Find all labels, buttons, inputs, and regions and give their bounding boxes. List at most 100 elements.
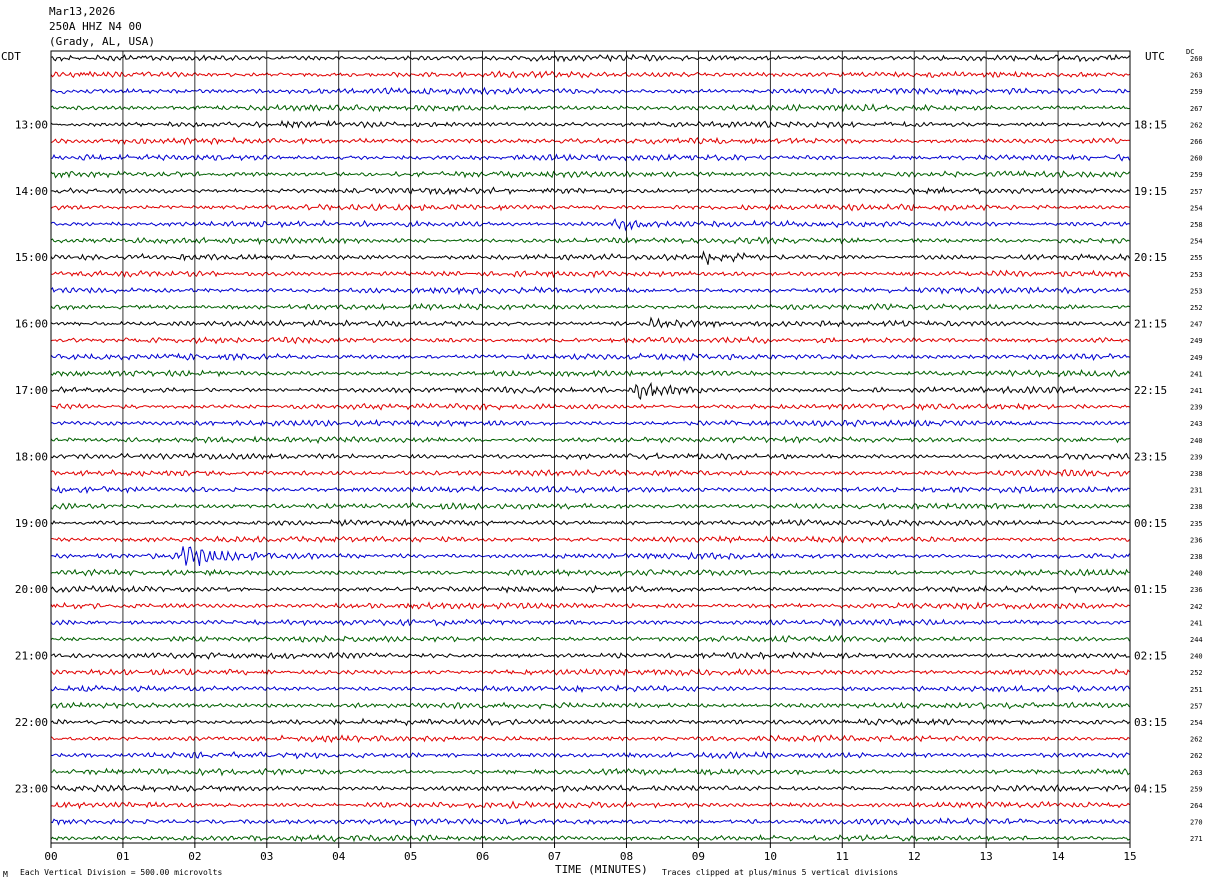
trace-row [50, 701, 1130, 710]
right-hour-label: 18:15 [1134, 118, 1167, 131]
dc-offset-label: 249 [1190, 354, 1203, 362]
dc-offset-label: 257 [1190, 702, 1203, 710]
trace-row [50, 170, 1130, 179]
dc-offset-label: 252 [1190, 304, 1203, 312]
trace-row [50, 534, 1130, 544]
dc-offset-label: 254 [1190, 719, 1203, 727]
trace-row [50, 368, 1130, 378]
x-tick-label: 09 [692, 850, 705, 863]
right-hour-label: 22:15 [1134, 384, 1167, 397]
left-hour-label: 17:00 [15, 384, 48, 397]
x-tick-label: 05 [404, 850, 417, 863]
left-hour-label: 15:00 [15, 251, 48, 264]
trace-row [50, 684, 1130, 694]
x-tick-label: 01 [116, 850, 129, 863]
x-tick-label: 00 [44, 850, 57, 863]
dc-offset-label: 236 [1190, 586, 1203, 594]
x-tick-label: 11 [836, 850, 849, 863]
trace-row [50, 202, 1130, 212]
trace-row [50, 218, 1130, 232]
left-hour-label: 18:00 [15, 450, 48, 463]
trace-row [50, 316, 1130, 329]
dc-offset-label: 262 [1190, 752, 1203, 760]
right-hour-label: 02:15 [1134, 650, 1167, 663]
left-timezone: CDT [1, 50, 21, 63]
x-tick-label: 15 [1123, 850, 1136, 863]
trace-row [50, 767, 1130, 777]
dc-offset-label: 259 [1190, 171, 1203, 179]
dc-offset-label: 254 [1190, 238, 1203, 246]
dc-offset-label: 270 [1190, 819, 1203, 827]
dc-offset-label: 271 [1190, 835, 1203, 843]
x-tick-label: 10 [764, 850, 777, 863]
dc-offset-label: 263 [1190, 72, 1203, 80]
dc-offset-label: 241 [1190, 387, 1203, 395]
plot-frame [50, 50, 1131, 844]
trace-row [50, 568, 1130, 577]
trace-row [50, 119, 1130, 129]
dc-offset-label: 239 [1190, 404, 1203, 412]
right-hour-label: 20:15 [1134, 251, 1167, 264]
trace-row [50, 402, 1130, 412]
trace-row [50, 518, 1130, 527]
dc-offset-label: 240 [1190, 437, 1203, 445]
trace-row [50, 667, 1130, 677]
trace-row [50, 817, 1130, 827]
trace-row [50, 70, 1130, 79]
trace-row [50, 335, 1130, 345]
trace-row [50, 86, 1130, 96]
trace-row [50, 634, 1130, 644]
corner-mark: M [3, 870, 8, 879]
x-tick-label: 04 [332, 850, 346, 863]
dc-offset-label: 259 [1190, 88, 1203, 96]
left-hour-label: 21:00 [15, 650, 48, 663]
dc-offset-label: 238 [1190, 553, 1203, 561]
trace-row [50, 501, 1130, 511]
trace-row [50, 734, 1130, 744]
dc-offset-label: 253 [1190, 271, 1203, 279]
dc-offset-label: 249 [1190, 337, 1203, 345]
dc-offset-label: 235 [1190, 520, 1203, 528]
trace-row [50, 250, 1130, 265]
dc-offset-label: 241 [1190, 619, 1203, 627]
dc-offset-label: 238 [1190, 503, 1203, 511]
left-hour-label: 22:00 [15, 716, 48, 729]
trace-row [50, 435, 1130, 445]
trace-row [50, 136, 1130, 146]
trace-row [50, 546, 1130, 566]
location-label: (Grady, AL, USA) [49, 35, 155, 48]
right-hour-label: 04:15 [1134, 782, 1167, 795]
trace-row [50, 452, 1130, 461]
left-hour-label: 23:00 [15, 782, 48, 795]
dc-offset-label: 266 [1190, 138, 1203, 146]
trace-row [50, 717, 1130, 727]
trace-row [50, 651, 1130, 661]
dc-offset-label: 258 [1190, 221, 1203, 229]
x-tick-label: 02 [188, 850, 201, 863]
dc-offset-label: 267 [1190, 105, 1203, 113]
trace-row [50, 352, 1130, 362]
left-hour-label: 14:00 [15, 185, 48, 198]
dc-offset-label: 242 [1190, 603, 1203, 611]
trace-row [50, 485, 1130, 495]
dc-offset-label: 241 [1190, 370, 1203, 378]
dc-header: DC [1186, 48, 1195, 56]
dc-offset-label: 251 [1190, 686, 1203, 694]
dc-offset-label: 240 [1190, 570, 1203, 578]
trace-layer [50, 53, 1130, 843]
trace-row [50, 468, 1130, 478]
x-tick-label: 06 [476, 850, 489, 863]
dc-offset-label: 257 [1190, 188, 1203, 196]
dc-offset-label: 262 [1190, 736, 1203, 744]
date-label: Mar13,2026 [49, 5, 116, 18]
trace-row [50, 584, 1130, 594]
dc-offset-label: 239 [1190, 453, 1203, 461]
trace-row [50, 784, 1130, 793]
x-tick-label: 13 [980, 850, 993, 863]
trace-row [50, 153, 1130, 162]
dc-offset-label: 238 [1190, 470, 1203, 478]
dc-offset-label: 254 [1190, 204, 1203, 212]
trace-row [50, 833, 1130, 843]
dc-offset-label: 247 [1190, 321, 1203, 329]
dc-offset-label: 236 [1190, 536, 1203, 544]
